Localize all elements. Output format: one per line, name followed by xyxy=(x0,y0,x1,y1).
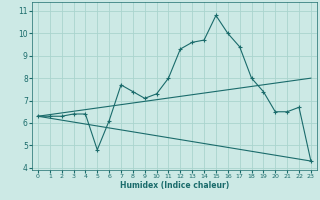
X-axis label: Humidex (Indice chaleur): Humidex (Indice chaleur) xyxy=(120,181,229,190)
